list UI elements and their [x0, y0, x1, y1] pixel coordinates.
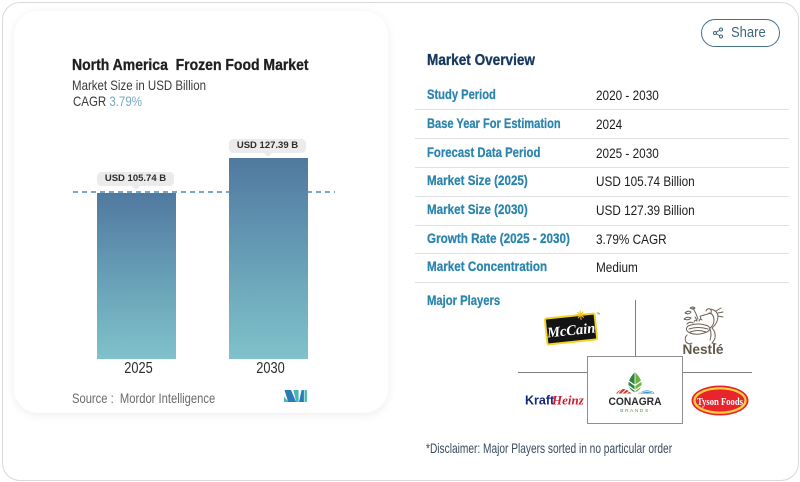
- svg-text:·BRANDS·: ·BRANDS·: [617, 408, 653, 413]
- svg-text:Nestlé: Nestlé: [683, 342, 724, 356]
- svg-text:CONAGRA: CONAGRA: [609, 396, 662, 408]
- svg-text:McCain: McCain: [545, 321, 596, 342]
- svg-text:™: ™: [596, 312, 600, 318]
- svg-text:Tyson Foods: Tyson Foods: [697, 396, 744, 408]
- svg-text:Heinz: Heinz: [551, 393, 585, 408]
- svg-text:Kraft: Kraft: [525, 394, 555, 408]
